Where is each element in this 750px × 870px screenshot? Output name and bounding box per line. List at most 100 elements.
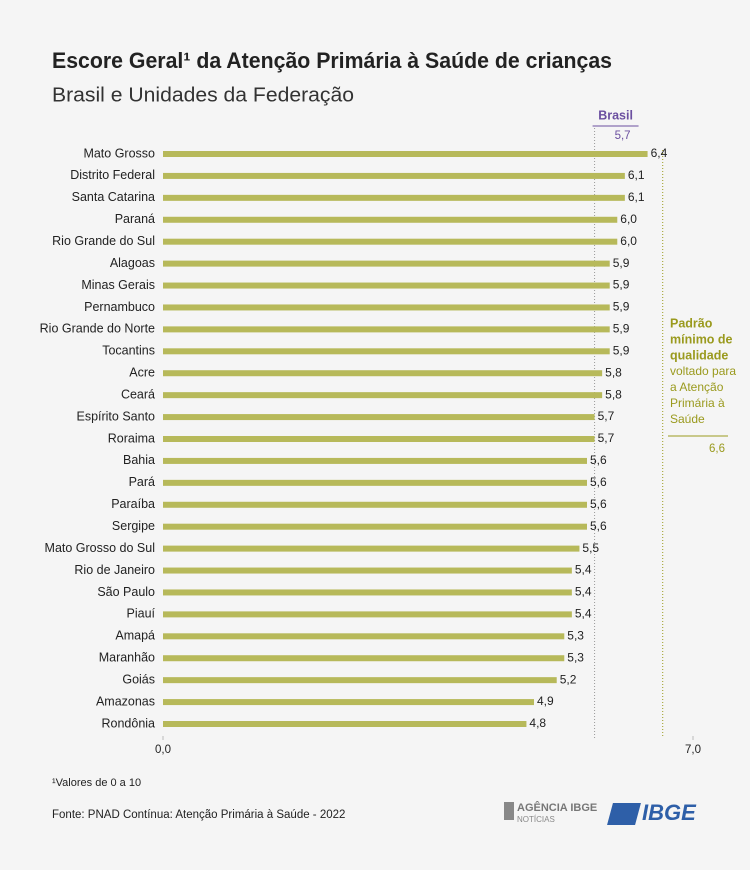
value-label: 5,9 <box>613 322 630 336</box>
bar <box>163 567 572 574</box>
reference-value: 5,7 <box>615 130 631 142</box>
y-tick-label: Piauí <box>127 607 156 621</box>
reference-name: Brasil <box>598 108 633 122</box>
y-tick-label: Alagoas <box>110 256 155 270</box>
value-label: 5,7 <box>598 431 615 445</box>
value-label: 6,0 <box>620 212 637 226</box>
y-tick-label: Goiás <box>122 672 155 686</box>
source: Fonte: PNAD Contínua: Atenção Primária à… <box>52 809 345 821</box>
x-tick-label: 0,0 <box>155 744 171 756</box>
y-tick-label: Rio de Janeiro <box>74 563 155 577</box>
bar <box>163 436 595 442</box>
bar <box>163 216 618 223</box>
value-label: 5,5 <box>582 541 599 555</box>
bar <box>163 194 625 201</box>
bar <box>163 260 610 267</box>
value-label: 5,4 <box>575 563 592 577</box>
logo-icon <box>504 802 514 820</box>
y-tick-label: Minas Gerais <box>81 278 155 292</box>
bar <box>163 611 572 618</box>
y-tick-label: Rio Grande do Sul <box>52 234 155 248</box>
value-label: 4,8 <box>529 716 546 730</box>
value-label: 5,4 <box>575 585 592 599</box>
y-tick-label: Maranhão <box>99 651 155 665</box>
y-tick-label: Bahia <box>123 453 155 467</box>
value-label: 5,9 <box>613 300 630 314</box>
reference-value: 6,6 <box>709 443 725 455</box>
y-tick-label: Amazonas <box>96 694 155 708</box>
value-label: 6,1 <box>628 168 645 182</box>
value-label: 5,8 <box>605 365 622 379</box>
bar <box>163 348 610 355</box>
bar <box>163 304 610 311</box>
value-label: 6,0 <box>620 234 637 248</box>
value-label: 5,6 <box>590 497 607 511</box>
value-label: 6,4 <box>651 146 668 160</box>
footnote: ¹Valores de 0 a 10 <box>52 777 141 789</box>
bar <box>163 677 557 684</box>
bar <box>163 589 572 596</box>
bar <box>163 501 587 508</box>
y-tick-label: Rondônia <box>101 716 155 730</box>
bar <box>163 545 580 552</box>
y-tick-label: Roraima <box>108 431 155 445</box>
logo-icon <box>607 803 641 825</box>
y-tick-label: Ceará <box>121 387 155 401</box>
bar <box>163 523 587 530</box>
value-label: 5,6 <box>590 519 607 533</box>
bar <box>163 721 527 727</box>
reference-name: mínimo de <box>670 332 733 346</box>
bar <box>163 655 565 662</box>
y-tick-label: Paraná <box>115 212 155 226</box>
chart-subtitle: Brasil e Unidades da Federação <box>52 84 354 106</box>
reference-name: Primária à <box>670 396 725 410</box>
logo-text: NOTÍCIAS <box>517 815 555 824</box>
value-label: 5,6 <box>590 453 607 467</box>
value-label: 5,4 <box>575 607 592 621</box>
x-tick-label: 7,0 <box>685 744 701 756</box>
y-tick-label: Rio Grande do Norte <box>40 322 155 336</box>
bar <box>163 151 648 157</box>
value-label: 5,3 <box>567 650 584 664</box>
value-label: 5,3 <box>567 628 584 642</box>
bar <box>163 479 587 486</box>
y-tick-label: Acre <box>129 366 155 380</box>
value-label: 5,2 <box>560 672 577 686</box>
value-label: 5,8 <box>605 387 622 401</box>
y-tick-label: Pernambuco <box>84 300 155 314</box>
bar <box>163 238 618 245</box>
y-tick-label: Amapá <box>115 629 155 643</box>
y-tick-label: Sergipe <box>112 519 155 533</box>
bar <box>163 633 565 640</box>
value-label: 6,1 <box>628 190 645 204</box>
reference-name: qualidade <box>670 348 728 362</box>
y-tick-label: Espírito Santo <box>76 409 155 423</box>
y-tick-label: Santa Catarina <box>72 190 155 204</box>
y-tick-label: São Paulo <box>97 585 155 599</box>
value-label: 5,9 <box>613 278 630 292</box>
bar <box>163 699 534 706</box>
reference-name: Padrão <box>670 316 713 330</box>
bar <box>163 392 603 399</box>
reference-name: voltado para <box>670 364 736 378</box>
value-label: 5,7 <box>598 409 615 423</box>
y-tick-label: Tocantins <box>102 344 155 358</box>
y-tick-label: Mato Grosso <box>83 146 155 160</box>
value-label: 5,9 <box>613 343 630 357</box>
bar <box>163 172 625 179</box>
bar <box>163 282 610 289</box>
bar <box>163 457 587 464</box>
bar <box>163 326 610 333</box>
reference-name: Saúde <box>670 412 705 426</box>
y-tick-label: Paraíba <box>111 497 155 511</box>
bar <box>163 414 595 421</box>
bar <box>163 370 603 377</box>
logo-text: IBGE <box>642 800 697 825</box>
y-tick-label: Pará <box>129 475 155 489</box>
value-label: 5,9 <box>613 256 630 270</box>
y-tick-label: Distrito Federal <box>70 168 155 182</box>
chart-title: Escore Geral¹ da Atenção Primária à Saúd… <box>52 48 612 73</box>
logo-text: AGÊNCIA IBGE <box>517 801 597 814</box>
reference-name: a Atenção <box>670 380 724 394</box>
